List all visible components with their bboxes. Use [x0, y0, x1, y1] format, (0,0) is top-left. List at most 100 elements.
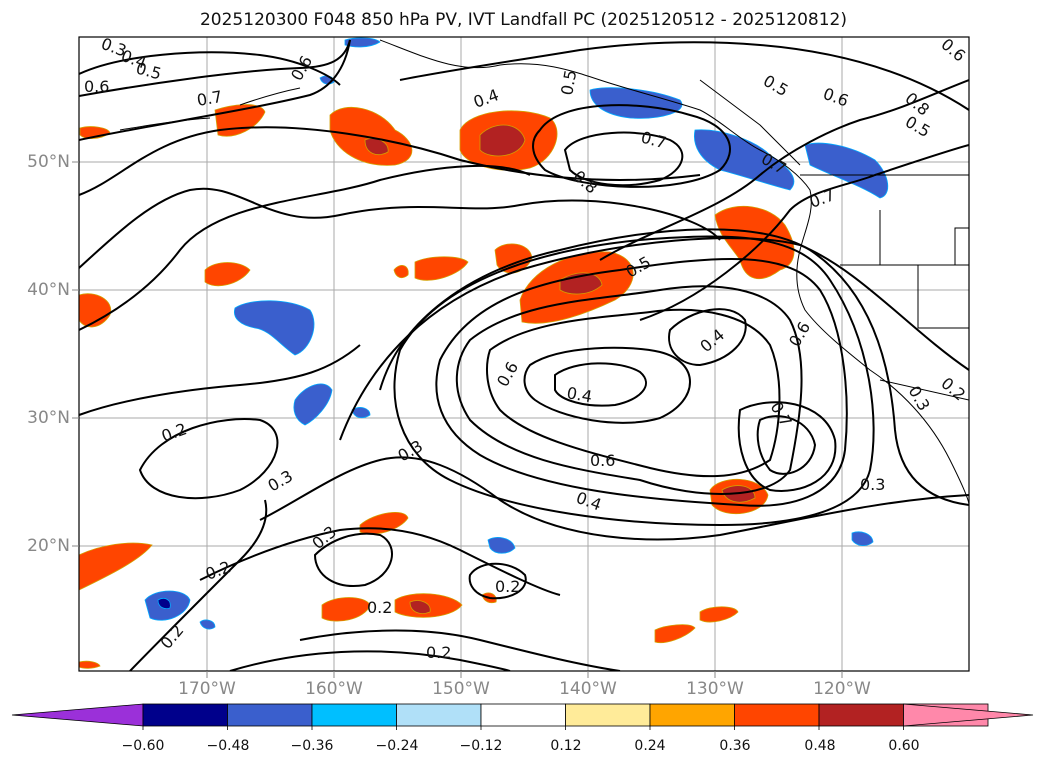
- contour-line: [229, 650, 511, 671]
- contour-line: [737, 401, 837, 492]
- colorbar-tick-label: −0.12: [459, 738, 503, 754]
- contour-line: [455, 285, 803, 495]
- contour-line: [523, 346, 691, 424]
- contour-line: [79, 51, 341, 86]
- pv-blob: [414, 256, 469, 281]
- contour-label: 0.2: [495, 577, 520, 596]
- colorbar-segment: [480, 703, 566, 727]
- contour-line: [756, 415, 817, 475]
- pv-blob: [479, 124, 526, 157]
- pv-blob: [351, 407, 371, 419]
- pv-blob: [714, 205, 795, 280]
- contour-label: 0.4: [471, 85, 501, 112]
- contour-line: [79, 187, 721, 269]
- contour-line: [554, 362, 647, 407]
- contour-line: [399, 41, 969, 111]
- contour-label: 0.3: [265, 466, 297, 495]
- pv-blob: [321, 597, 371, 622]
- contour-label: 0.5: [134, 59, 164, 84]
- pv-blob: [851, 531, 874, 546]
- colorbar-segment: [142, 703, 228, 727]
- colorbar-segment: [649, 703, 735, 727]
- contour-line: [259, 456, 969, 541]
- aleutian-islands: [119, 87, 301, 131]
- colorbar-segment: [818, 703, 904, 727]
- colorbar-tick-label: 0.60: [888, 738, 920, 754]
- contour-label: 0.4: [696, 325, 728, 356]
- colorbar-segment: [734, 703, 820, 727]
- lat-label: 20°N: [27, 536, 70, 556]
- contour-line: [435, 258, 848, 507]
- colorbar-segment: [227, 703, 313, 727]
- coast-bc: [699, 79, 801, 166]
- contour-line: [532, 104, 731, 188]
- contour-line: [79, 164, 531, 331]
- contour-line: [563, 131, 684, 187]
- pv-negative-anomalies: [144, 37, 889, 630]
- pv-blob: [699, 606, 739, 623]
- pv-blob: [409, 600, 431, 614]
- contour-label: 0.7: [639, 128, 669, 153]
- contour-line: [129, 499, 268, 671]
- lon-label: 140°W: [559, 679, 617, 699]
- colorbar-tick-label: 0.36: [719, 738, 751, 754]
- contour-label: 0.2: [159, 419, 189, 446]
- lat-label: 30°N: [27, 408, 70, 428]
- map-title: 2025120300 F048 850 hPa PV, IVT Landfall…: [199, 10, 847, 30]
- contour-line: [339, 237, 969, 441]
- map-frame: [78, 36, 970, 672]
- pv-blob: [589, 87, 683, 119]
- state-lines: [840, 210, 969, 329]
- pv-blob: [654, 624, 696, 644]
- pv-blob: [204, 262, 251, 287]
- contour-line: [639, 144, 969, 321]
- lon-label: 160°W: [305, 679, 363, 699]
- colorbar-segment: [396, 703, 482, 727]
- pv-blob: [804, 142, 889, 199]
- lon-label: 120°W: [813, 679, 871, 699]
- contour-label: 0.5: [557, 68, 580, 96]
- contour-label: 0.6: [821, 84, 851, 111]
- colorbar: [11, 703, 1034, 730]
- pv-blob: [329, 107, 413, 166]
- lon-label: 170°W: [178, 679, 236, 699]
- colorbar-tick-label: −0.48: [206, 738, 250, 754]
- contour-label: 0.6: [84, 77, 109, 96]
- contour-label: 0.4: [565, 383, 593, 406]
- contour-label: 0.2: [367, 598, 392, 617]
- pv-blob: [79, 293, 112, 328]
- lon-label: 150°W: [432, 679, 490, 699]
- coastline: [119, 39, 969, 506]
- contour-line: [79, 344, 361, 416]
- contour-label: 0.7: [195, 87, 223, 110]
- contour-label: 0.6: [937, 35, 969, 66]
- contour-line: [486, 308, 781, 478]
- pv-blob: [693, 129, 795, 191]
- contour-label: 0.5: [760, 71, 792, 100]
- colorbar-tick-label: 0.12: [550, 738, 582, 754]
- colorbar-tick-label: −0.24: [375, 738, 419, 754]
- contour-line: [79, 39, 351, 141]
- lat-label: 50°N: [27, 152, 70, 172]
- lon-label: 130°W: [686, 679, 744, 699]
- contour-label: 0.6: [493, 358, 522, 390]
- pv-blob: [79, 660, 101, 669]
- colorbar-segment: [311, 703, 397, 727]
- contour-line: [468, 562, 527, 600]
- contour-label: 0.2: [157, 621, 188, 653]
- colorbar-extend-left: [11, 703, 144, 727]
- contour-label: 0.3: [395, 436, 427, 465]
- colorbar-extend-right: [903, 703, 1034, 727]
- contour-label: 0.2: [426, 643, 451, 662]
- pv-blob: [79, 542, 153, 591]
- pv-blob: [293, 383, 333, 426]
- contour-line: [668, 308, 747, 367]
- coast-alaska: [379, 39, 969, 506]
- colorbar-tick-label: −0.60: [121, 738, 165, 754]
- lat-label: 40°N: [27, 280, 70, 300]
- colorbar-segment: [565, 703, 651, 727]
- pv-blob: [199, 619, 216, 630]
- contour-line: [299, 629, 621, 671]
- contour-label: 0.6: [590, 451, 615, 470]
